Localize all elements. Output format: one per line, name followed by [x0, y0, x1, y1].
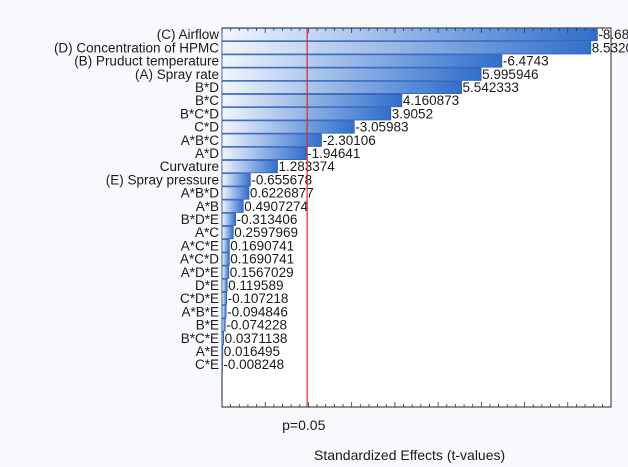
- bar-a-d: [221, 146, 307, 160]
- bar-b-d-e: [221, 212, 236, 226]
- category-label-c-airflow: (C) Airflow: [157, 27, 220, 42]
- category-label-a-c-e: A*C*E: [181, 238, 219, 253]
- value-label-a-spray-rate: 5.995946: [482, 67, 538, 82]
- category-label-c-d: C*D: [194, 120, 219, 135]
- category-label-b-c-e: B*C*E: [181, 331, 219, 346]
- value-label-a-c-e: 0.1690741: [230, 238, 294, 253]
- value-label-a-c: 0.2597969: [234, 225, 298, 240]
- bar-b-pruduct-temperature: [221, 54, 503, 68]
- bar-a-c-e: [221, 239, 230, 253]
- value-label-a-b-c: -2.30106: [322, 133, 375, 148]
- category-label-b-d-e: B*D*E: [181, 212, 219, 227]
- value-label-e-spray-pressure: -0.655678: [251, 172, 312, 187]
- value-label-a-c-d: 0.1690741: [230, 252, 294, 267]
- bar-b-e: [221, 318, 226, 332]
- value-label-a-b-d: 0.6226877: [250, 186, 314, 201]
- bar-a-e: [221, 344, 224, 359]
- bar-b-c-d: [221, 107, 392, 121]
- bar-a-c-d: [221, 252, 230, 266]
- bar-e-spray-pressure: [221, 173, 251, 187]
- bar-a-c: [221, 225, 234, 240]
- category-label-a-c: A*C: [195, 225, 219, 240]
- category-label-b-e: B*E: [196, 318, 219, 333]
- category-labels: (C) Airflow(D) Concentration of HPMC(B) …: [54, 27, 219, 372]
- bar-c-airflow: [221, 27, 598, 42]
- bar-a-d-e: [221, 265, 230, 279]
- bar-c-e: [221, 357, 223, 372]
- bar-c-d-e: [221, 291, 228, 306]
- x-axis-ticks: [221, 28, 612, 407]
- value-label-a-d-e: 0.1567029: [230, 265, 294, 280]
- category-label-a-d: A*D: [195, 146, 219, 161]
- value-label-a-b: 0.4907274: [244, 199, 308, 214]
- value-label-b-pruduct-temperature: -6.4743: [503, 54, 549, 69]
- category-label-b-c: B*C: [195, 93, 219, 108]
- bar-a-spray-rate: [221, 67, 482, 81]
- value-label-c-d-e: -0.107218: [228, 291, 289, 306]
- bar-b-c-e: [221, 331, 225, 345]
- category-label-c-d-e: C*D*E: [180, 291, 219, 306]
- category-label-a-b-e: A*B*E: [181, 304, 219, 319]
- value-label-a-b-e: -0.094846: [227, 304, 288, 319]
- bar-a-b-d: [221, 186, 250, 200]
- value-label-b-d-e: -0.313406: [237, 212, 298, 227]
- category-label-b-c-d: B*C*D: [180, 106, 219, 121]
- bar-b-c: [221, 94, 403, 108]
- value-label-c-d: -3.05983: [355, 120, 408, 135]
- category-label-a-d-e: A*D*E: [181, 265, 219, 280]
- value-label-b-c-d: 3.9052: [392, 106, 433, 121]
- p-value-label: p=0.05: [282, 417, 325, 433]
- value-label-b-e: -0.074228: [226, 318, 287, 333]
- category-label-a-b-c: A*B*C: [181, 133, 220, 148]
- category-label-d-concentration-of-hpmc: (D) Concentration of HPMC: [54, 40, 219, 55]
- category-label-b-d: B*D: [195, 80, 219, 95]
- bar-a-b: [221, 199, 244, 213]
- category-label-a-spray-rate: (A) Spray rate: [135, 67, 219, 82]
- category-label-a-c-d: A*C*D: [180, 252, 219, 267]
- value-label-d-concentration-of-hpmc: 8.5320: [592, 40, 628, 55]
- category-label-a-e: A*E: [196, 344, 219, 359]
- value-label-d-e: 0.119589: [228, 278, 283, 293]
- category-label-c-e: C*E: [195, 357, 219, 372]
- bar-curvature: [221, 159, 278, 174]
- bar-a-b-c: [221, 133, 322, 147]
- value-label-b-c: 4.160873: [403, 93, 459, 108]
- x-axis-title: Standardized Effects (t-values): [314, 447, 505, 463]
- category-label-a-b-d: A*B*D: [181, 186, 220, 201]
- value-label-a-d: -1.94641: [307, 146, 360, 161]
- value-label-b-d: 5.542333: [463, 80, 519, 95]
- category-label-a-b: A*B: [196, 199, 219, 214]
- bar-c-d: [221, 120, 355, 134]
- value-label-a-e: 0.016495: [224, 344, 280, 359]
- bar-d-concentration-of-hpmc: [221, 41, 592, 55]
- bar-d-e: [221, 278, 228, 293]
- category-label-curvature: Curvature: [160, 159, 219, 174]
- category-label-b-pruduct-temperature: (B) Pruduct temperature: [74, 54, 219, 69]
- value-label-b-c-e: 0.0371138: [225, 331, 288, 346]
- value-label-c-airflow: -8.684: [598, 27, 628, 42]
- bar-a-b-e: [221, 305, 227, 319]
- category-label-e-spray-pressure: (E) Spray pressure: [106, 172, 219, 187]
- value-label-c-e: -0.008248: [223, 357, 284, 372]
- bar-b-d: [221, 80, 462, 94]
- bars-group: [221, 27, 598, 372]
- category-label-d-e: D*E: [195, 278, 219, 293]
